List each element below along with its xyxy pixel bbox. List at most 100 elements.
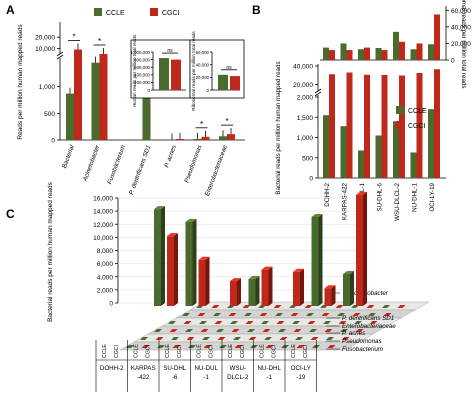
- c-floor-marker: [273, 305, 282, 308]
- c-row-label: Fusobacterium: [342, 346, 383, 353]
- c-bar-ccle-side: [161, 206, 165, 306]
- c-category-label-2: -1: [203, 374, 209, 381]
- b-bottom-bar-cgci: [329, 74, 335, 178]
- inset2-ytick-label: 20,000: [196, 75, 210, 80]
- inset2-ytick-label: 60,000: [196, 50, 210, 55]
- c-bar-cgci: [198, 259, 206, 306]
- c-bar-ccle-side: [350, 270, 354, 306]
- inset1-bar-cgci: [171, 59, 181, 90]
- b-bottom-bar-ccle: [410, 152, 417, 178]
- c-floor-marker: [262, 329, 271, 332]
- c-floor-marker: [326, 337, 334, 340]
- c-floor-marker: [338, 321, 347, 324]
- b-bottom-cap-cgci: [329, 77, 335, 80]
- a-bar-cgci: [176, 138, 184, 140]
- panel-label-c: C: [6, 207, 15, 221]
- c-sub-label-ccle: CCLE: [291, 344, 297, 358]
- c-floor-marker: [230, 321, 238, 324]
- c-bar-ccle-side: [192, 218, 197, 306]
- inset2-sig-label: ns: [226, 65, 232, 71]
- c-floor-marker: [185, 329, 193, 332]
- c-floor-marker: [172, 345, 181, 348]
- a-ytick-label: 20,000: [35, 35, 55, 42]
- inset2-bar-ccle: [218, 74, 228, 90]
- inset2-ytick-label: 40,000: [196, 62, 210, 67]
- c-floor-marker: [352, 313, 361, 316]
- c-ytick-label: 6,000: [97, 261, 114, 268]
- a-bar-cgci: [201, 136, 210, 140]
- c-bar-ccle-side: [255, 275, 260, 306]
- b-bottom-bar-ccle: [323, 115, 329, 178]
- b-top-bar-ccle: [375, 47, 382, 60]
- c-floor-marker: [341, 337, 350, 340]
- b-legend-cgci-label: CGCI: [408, 123, 426, 130]
- b-bottom-ytick-label: 20,000: [293, 82, 313, 89]
- c-floor-marker: [250, 345, 258, 348]
- b-bottom-cap-cgci: [434, 73, 440, 76]
- c-bar-cgci-top: [230, 278, 241, 282]
- c-bar-cgci-top: [356, 191, 367, 195]
- a-bar-cgci: [74, 49, 82, 140]
- c-category-label: NU-DUL: [195, 365, 219, 372]
- inset1-bar-ccle: [159, 58, 169, 90]
- c-floor-marker: [247, 329, 255, 332]
- a-category-label: P. acnes: [163, 144, 178, 168]
- c-bar-ccle: [185, 221, 193, 306]
- c-floor-marker: [231, 329, 240, 332]
- b-category-label: WSU-DLCL-2: [394, 182, 401, 220]
- c-floor-marker: [211, 305, 220, 308]
- c-floor-marker: [197, 313, 206, 316]
- c-floor-marker: [233, 337, 241, 340]
- b-bottom-bar-ccle: [358, 150, 364, 178]
- c-floor-marker: [321, 313, 330, 316]
- c-sub-label-ccle: CCLE: [228, 344, 234, 358]
- c-sub-label-cgci: CGCI: [303, 345, 309, 358]
- c-bar-cgci: [356, 194, 363, 306]
- c-bar-ccle-top: [185, 218, 197, 222]
- c-category-label: NU-DHL: [258, 365, 282, 372]
- c-floor-marker: [310, 337, 319, 340]
- c-sub-label-cgci: CGCI: [272, 345, 278, 358]
- c-bar-cgci-side: [331, 285, 336, 306]
- inset1-sig-label: ns: [167, 48, 173, 54]
- c-sub-label-cgci: CGCI: [209, 345, 215, 358]
- c-sub-label-ccle: CCLE: [134, 344, 140, 358]
- c-row-label: Pseudomonas: [342, 338, 382, 345]
- b-top-ytick-label: 20,000: [451, 41, 471, 48]
- inset2-ylabel: Ribosomal reads per million total reads: [191, 31, 196, 111]
- b-bottom-bar-cgci: [434, 69, 440, 178]
- c-category-label: SU-DHL: [163, 365, 187, 372]
- a-bar-cgci: [227, 134, 235, 140]
- c-floor-marker: [295, 337, 303, 340]
- inset1-ytick-label: 200,000: [134, 80, 150, 85]
- b-bottom-bar-cgci: [346, 72, 353, 178]
- c-floor-marker: [382, 305, 390, 308]
- a-ylabel: Reads per million human mapped reads: [17, 24, 24, 140]
- c-floor-marker: [244, 313, 252, 316]
- a-bar-ccle: [219, 136, 227, 140]
- c-floor-marker: [188, 345, 196, 348]
- c-bar-cgci: [324, 288, 332, 306]
- c-bar-cgci-top: [261, 266, 273, 270]
- c-sub-label-ccle: CCLE: [102, 344, 108, 358]
- c-floor-marker: [292, 321, 300, 324]
- a-bar-ccle: [168, 139, 176, 140]
- c-bar-ccle-side: [318, 213, 323, 306]
- b-top-bar-cgci: [381, 50, 388, 60]
- inset1-ytick-label: 800,000: [134, 57, 150, 62]
- c-row-label: P. acnes: [342, 330, 365, 337]
- b-bottom-cap-cgci: [381, 77, 388, 81]
- c-floor-marker: [155, 337, 164, 340]
- a-bar-ccle: [193, 138, 202, 140]
- b-bottom-bar-ccle: [428, 109, 434, 178]
- c-floor-marker: [216, 329, 224, 332]
- b-top-ytick-label: 40,000: [451, 24, 471, 31]
- c-floor-marker: [279, 337, 288, 340]
- b-bottom-bar-cgci: [381, 75, 388, 178]
- c-bar-ccle-top: [154, 206, 165, 210]
- c-bar-cgci: [261, 269, 269, 306]
- c-sub-label-cgci: CGCI: [146, 345, 152, 358]
- c-floor-marker: [276, 321, 285, 324]
- b-bottom-bar-ccle: [393, 121, 399, 178]
- c-bar-ccle: [311, 216, 319, 306]
